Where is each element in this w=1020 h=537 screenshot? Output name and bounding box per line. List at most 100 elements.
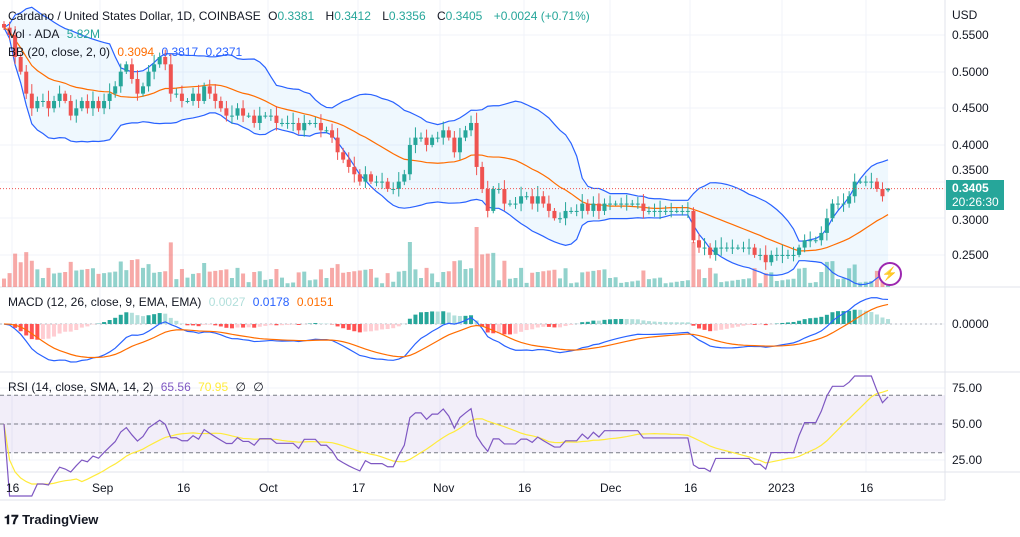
volume-bar: [596, 270, 601, 287]
price-tick: 0.4000: [952, 138, 989, 152]
macd-histogram-bar: [341, 324, 346, 329]
macd-histogram-bar: [218, 324, 223, 327]
price-tick: 0.2500: [952, 248, 989, 262]
chart-canvas[interactable]: [0, 0, 1020, 510]
candle-body: [430, 137, 435, 145]
tradingview-logo[interactable]: 𝟏𝟕 TradingView: [4, 512, 98, 528]
candle-body: [35, 100, 40, 109]
macd-histogram-bar: [46, 324, 51, 339]
macd-histogram-bar: [368, 324, 373, 332]
candle-body: [252, 115, 257, 123]
volume-bar: [307, 280, 312, 287]
candle-body: [224, 108, 229, 116]
candle-body: [852, 181, 857, 197]
macd-histogram-bar: [430, 311, 435, 324]
lightning-icon[interactable]: ⚡: [878, 262, 902, 286]
macd-histogram-bar: [558, 324, 562, 328]
volume-bar: [758, 283, 763, 287]
volume-bar: [541, 271, 546, 287]
time-tick: 17: [352, 481, 366, 495]
macd-signal-line: [3, 303, 889, 359]
macd-histogram-bar: [691, 324, 696, 326]
candle-body: [18, 56, 23, 72]
candle-body: [102, 100, 107, 109]
tv-icon: 𝟏𝟕: [4, 512, 23, 527]
time-tick: Nov: [433, 481, 455, 495]
macd-histogram-bar: [185, 324, 190, 326]
macd-histogram-bar: [296, 324, 301, 325]
macd-histogram-bar: [824, 314, 829, 324]
macd-histogram-bar: [435, 311, 440, 324]
volume-bar: [569, 283, 574, 287]
volume-label: Vol · ADA: [8, 27, 60, 41]
candle-body: [519, 196, 524, 204]
candle-body: [635, 203, 640, 205]
candle-body: [235, 108, 240, 116]
rsi-tick: 50.00: [952, 417, 983, 431]
volume-bar: [708, 267, 713, 287]
macd-histogram-bar: [107, 320, 112, 324]
candle-body: [585, 203, 590, 211]
macd-histogram-bar: [869, 312, 874, 324]
volume-legend[interactable]: Vol · ADA 5.82M: [8, 27, 104, 41]
candle-body: [413, 137, 418, 145]
macd-histogram-bar: [263, 324, 268, 326]
macd-histogram-bar: [685, 322, 690, 324]
currency-label[interactable]: USD: [952, 8, 978, 22]
close-label: C: [436, 9, 446, 23]
volume-bar: [457, 260, 462, 287]
macd-histogram-bar: [374, 324, 379, 331]
candle-body: [63, 93, 68, 101]
volume-bar: [163, 271, 168, 287]
macd-histogram-bar: [196, 324, 201, 327]
volume-bar: [797, 268, 802, 287]
macd-legend[interactable]: MACD (12, 26, close, 9, EMA, EMA) 0.0027…: [8, 295, 338, 309]
macd-histogram-bar: [507, 324, 512, 335]
rsi-legend[interactable]: RSI (14, close, SMA, 14, 2) 65.56 70.95 …: [8, 380, 268, 394]
bb-lower-line: [3, 27, 889, 286]
macd-histogram-bar: [235, 324, 240, 328]
volume-bar: [113, 271, 118, 287]
volume-bar: [869, 281, 874, 287]
candle-body: [524, 196, 529, 198]
candle-body: [113, 86, 118, 94]
candle-body: [641, 203, 646, 211]
macd-histogram-bar: [168, 317, 173, 324]
macd-histogram-bar: [413, 314, 418, 324]
candle-body: [40, 100, 45, 102]
time-tick: Oct: [259, 481, 278, 495]
volume-bar: [658, 277, 663, 287]
volume-bar: [591, 270, 596, 287]
macd-histogram-bar: [124, 312, 129, 324]
volume-bar: [13, 253, 18, 287]
candle-body: [569, 210, 574, 212]
volume-bar: [24, 252, 29, 287]
macd-histogram-bar: [496, 324, 501, 334]
volume-bar: [674, 281, 679, 287]
volume-bar: [841, 278, 846, 287]
volume-bar: [263, 279, 268, 287]
candle-body: [419, 137, 423, 139]
volume-bar: [680, 281, 685, 287]
macd-histogram-bar: [224, 324, 229, 328]
macd-histogram-bar: [674, 322, 679, 324]
volume-bar: [296, 272, 301, 287]
volume-bar: [830, 261, 835, 287]
high-label: H: [325, 9, 335, 23]
candle-body: [74, 108, 79, 116]
volume-bar: [68, 261, 73, 287]
macd-histogram-bar: [513, 324, 518, 334]
macd-histogram-bar: [802, 319, 807, 324]
candle-body: [185, 100, 190, 102]
candle-body: [191, 93, 196, 101]
macd-histogram-bar: [280, 324, 284, 326]
candle-body: [491, 188, 496, 211]
macd-histogram-bar: [813, 317, 818, 324]
volume-bar: [146, 264, 151, 287]
candle-body: [596, 203, 601, 211]
bar-countdown: 20:26:30: [952, 195, 999, 209]
macd-histogram-bar: [452, 315, 457, 324]
macd-histogram-bar: [291, 324, 296, 325]
macd-histogram-bar: [608, 319, 613, 324]
bb-legend[interactable]: BB (20, close, 2, 0) 0.3094 0.3817 0.237…: [8, 45, 246, 59]
